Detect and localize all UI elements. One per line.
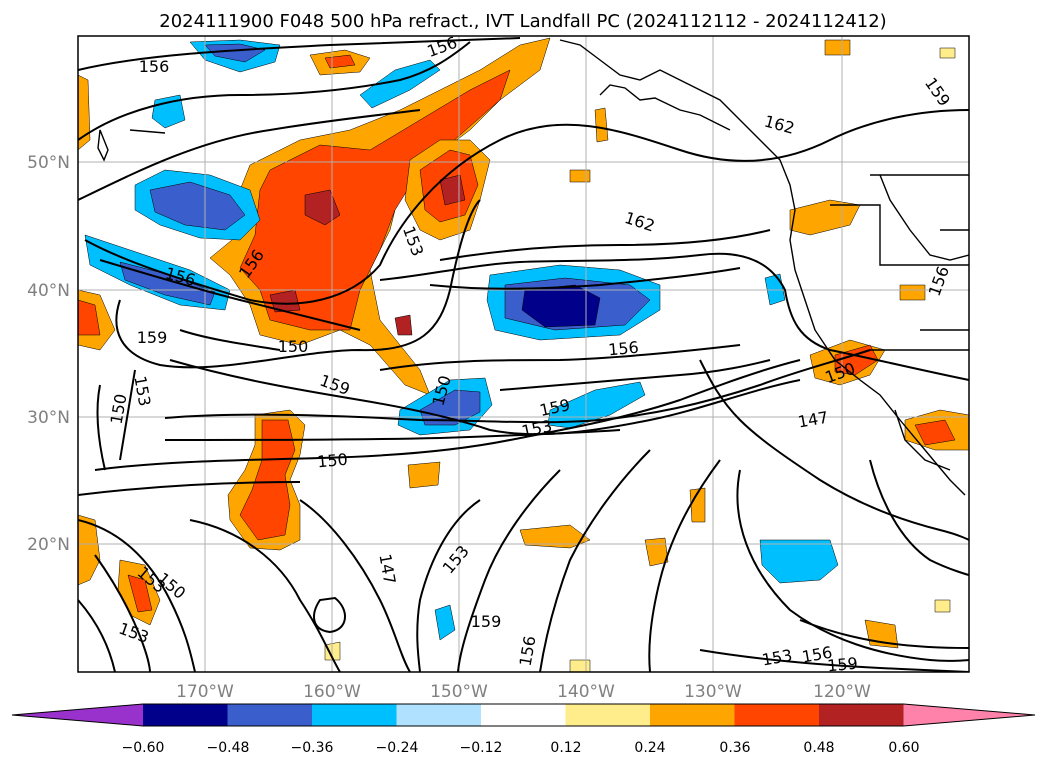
lon-label: 160°W [303, 682, 361, 702]
colorbar-extend-low [12, 704, 143, 726]
lat-label: 40°N [27, 281, 70, 301]
colorbar-extend-high [903, 704, 1035, 726]
colorbar [11, 703, 1036, 727]
lon-label: 140°W [557, 682, 615, 702]
colorbar-tick: −0.12 [460, 740, 503, 756]
colorbar-ticks: −0.60 −0.48 −0.36 −0.24 −0.12 0.12 0.24 … [122, 740, 920, 756]
colorbar-tick: −0.24 [376, 740, 419, 756]
lon-label: 150°W [430, 682, 488, 702]
contour-label: 159 [471, 612, 502, 631]
colorbar-swatch [396, 704, 482, 726]
contour-label: 159 [137, 328, 168, 347]
colorbar-outline [11, 703, 1036, 727]
gridlines [78, 36, 969, 672]
colorbar-swatch [734, 704, 820, 726]
colorbar-tick: 0.12 [550, 740, 581, 756]
contour-lines [78, 37, 969, 672]
map-panel: 156 156 159 162 162 156 153 156 156 159 … [78, 36, 969, 676]
lon-label: 170°W [176, 682, 234, 702]
contour-label: 156 [139, 57, 170, 76]
colorbar-swatch [650, 704, 735, 726]
lat-label: 30°N [27, 408, 70, 428]
colorbar-tick: −0.60 [122, 740, 165, 756]
contour-label: 159 [826, 654, 858, 676]
contour-label: 150 [278, 337, 309, 356]
longitude-labels: 170°W 160°W 150°W 140°W 130°W 120°W [176, 682, 871, 702]
colorbar-tick: 0.48 [803, 740, 834, 756]
colorbar-swatch [819, 704, 904, 726]
colorbar-tick: −0.36 [291, 740, 334, 756]
colorbar-tick: 0.24 [634, 740, 665, 756]
colorbar-swatch [227, 704, 313, 726]
contour-label: 150 [316, 450, 348, 472]
lon-label: 130°W [684, 682, 742, 702]
lat-label: 20°N [27, 535, 70, 555]
map-frame [77, 35, 970, 673]
colorbar-tick: 0.60 [888, 740, 919, 756]
colorbar-tick: −0.48 [207, 740, 250, 756]
map-title: 2024111900 F048 500 hPa refract., IVT La… [159, 11, 886, 32]
shading-layer [78, 37, 969, 672]
colorbar-tick: 0.36 [719, 740, 750, 756]
latitude-labels: 50°N 40°N 30°N 20°N [27, 153, 70, 555]
contour-label: 156 [607, 338, 639, 360]
colorbar-swatch [481, 704, 566, 726]
lat-label: 50°N [27, 153, 70, 173]
colorbar-swatch [312, 704, 397, 726]
colorbar-swatch [143, 704, 228, 726]
coastlines [97, 39, 969, 496]
colorbar-swatch [565, 704, 651, 726]
lon-label: 120°W [813, 682, 871, 702]
